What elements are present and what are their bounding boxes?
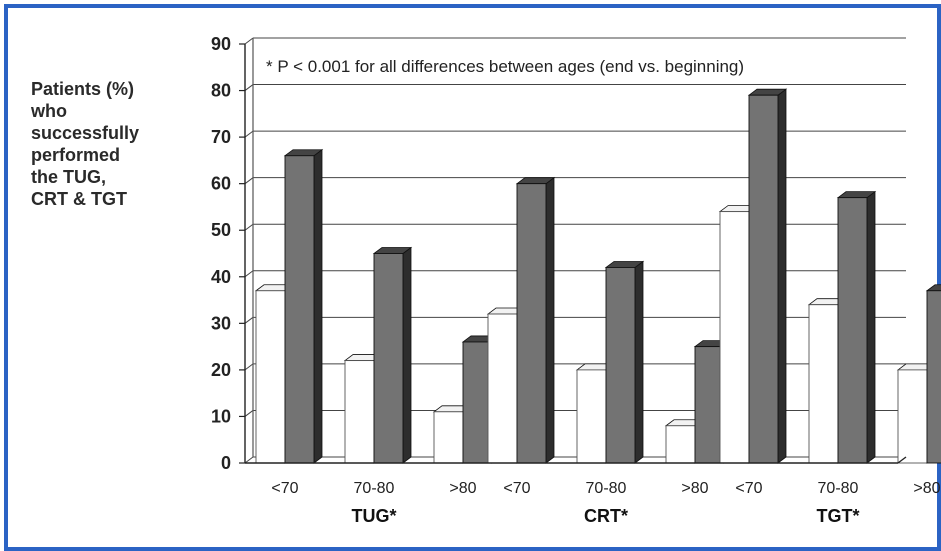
bar-front: [926, 290, 941, 464]
bars: [254, 88, 941, 464]
bar-front: [487, 313, 518, 464]
bar: [836, 190, 877, 464]
bar-top: [925, 284, 941, 292]
y-axis-label-line: CRT & TGT: [31, 189, 127, 209]
bar: [515, 176, 556, 464]
gridline-diagonal: [244, 316, 254, 324]
gridline-diagonal: [244, 410, 254, 417]
axes: [239, 38, 907, 464]
bar-front: [837, 197, 868, 464]
bar-front: [576, 369, 607, 464]
y-axis-label-line: performed: [31, 145, 121, 165]
bar-front: [344, 360, 375, 464]
category-label: 70-80: [818, 480, 859, 497]
category-label: 70-80: [354, 480, 395, 497]
bar-front: [719, 211, 750, 464]
bar-front: [255, 290, 286, 464]
category-label: <70: [503, 480, 530, 497]
y-axis-label-line: the TUG,: [31, 167, 106, 187]
y-axis-label-line: who: [31, 101, 67, 121]
bar-side: [866, 190, 876, 464]
bar-front: [808, 304, 839, 464]
bar: [283, 148, 324, 464]
y-tick-label: 20: [211, 360, 231, 380]
bar-front: [284, 155, 315, 464]
bar-side: [313, 148, 323, 464]
y-tick-label: 90: [211, 34, 231, 54]
labels: 0 10 20 30 40 50 60 70 80 90 <70 70-80 >80 TUG* <70 70-…: [211, 34, 941, 526]
category-label: >80: [449, 480, 476, 497]
y-axis-label: Patients (%) who successfully performed …: [31, 78, 139, 210]
bar-front: [433, 411, 464, 464]
y-tick-label: 80: [211, 81, 231, 101]
gridline-diagonal: [244, 270, 254, 278]
y-tick-label: 50: [211, 220, 231, 240]
gridline-diagonal: [244, 177, 254, 185]
group-label: CRT*: [584, 506, 628, 526]
bar-side: [545, 176, 555, 464]
gridline-diagonal: [244, 84, 254, 91]
gridlines: [244, 37, 906, 464]
bar: [925, 284, 941, 464]
bar-front: [897, 369, 928, 464]
category-label: >80: [681, 480, 708, 497]
gridline-diagonal: [244, 363, 254, 371]
bar-front: [694, 346, 725, 464]
bar-front: [605, 267, 636, 464]
bar-side: [402, 246, 412, 464]
y-tick-label: 70: [211, 127, 231, 147]
category-label: <70: [271, 480, 298, 497]
gridline-diagonal: [244, 130, 254, 138]
y-axis-label-line: successfully: [31, 123, 140, 143]
y-tick-label: 0: [221, 453, 231, 473]
group-label: TUG*: [352, 506, 397, 526]
group-label: TGT*: [817, 506, 860, 526]
significance-note: * P < 0.001 for all differences between …: [266, 57, 744, 76]
y-tick-label: 30: [211, 313, 231, 333]
bar-side: [634, 260, 644, 464]
y-axis-label-line: Patients (%): [31, 79, 135, 99]
bar-side: [777, 88, 787, 464]
bar-front: [373, 253, 404, 464]
bar: [604, 260, 645, 464]
category-label: 70-80: [586, 480, 627, 497]
bar-front: [748, 94, 779, 464]
gridline-diagonal: [244, 37, 254, 45]
gridline-diagonal: [244, 456, 254, 464]
bar-front: [516, 183, 547, 464]
bar-front: [665, 425, 696, 464]
gridline-diagonal: [244, 223, 254, 231]
y-tick-label: 60: [211, 174, 231, 194]
y-tick-label: 10: [211, 406, 231, 426]
category-label: >80: [913, 480, 940, 497]
x-axis-depth: [897, 456, 907, 464]
category-label: <70: [735, 480, 762, 497]
y-tick-label: 40: [211, 267, 231, 287]
bar: [747, 88, 788, 464]
bar: [372, 246, 413, 464]
